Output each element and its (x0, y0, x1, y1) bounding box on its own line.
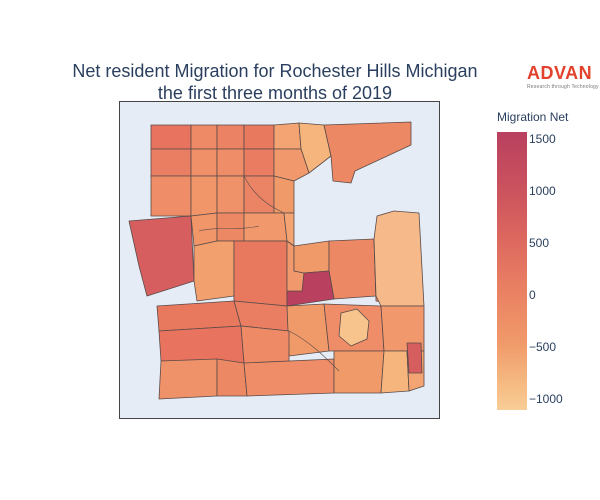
region-tract (243, 212, 288, 242)
region-tract (190, 124, 218, 150)
colorbar-gradient (497, 132, 527, 410)
region-tract (190, 148, 218, 177)
region-tract (158, 325, 245, 364)
region-tract (333, 350, 385, 394)
region-tract (293, 240, 330, 274)
region-tract (216, 358, 248, 397)
region-tract (193, 240, 235, 302)
region-tract (158, 358, 218, 400)
region-tract (323, 121, 412, 184)
chart-title: Net resident Migration for Rochester Hil… (40, 60, 510, 104)
region-tract (216, 175, 245, 214)
colorbar-title: Migration Net (497, 110, 569, 124)
colorbar-tick: −500 (529, 340, 557, 354)
region-tract (273, 175, 295, 214)
colorbar-tick: 500 (529, 236, 550, 250)
logo-wordmark: ADVAN (527, 63, 593, 83)
region-tract (128, 215, 195, 297)
chart-title-line-1: Net resident Migration for Rochester Hil… (72, 61, 478, 81)
region-tract (273, 148, 310, 182)
logo-tagline: Research through Technology (527, 84, 599, 90)
region-tract (190, 175, 218, 217)
river-line (198, 225, 260, 232)
region-tract (190, 212, 218, 247)
region-tract (240, 325, 290, 364)
region-tract (150, 124, 192, 150)
region-tract (243, 124, 275, 150)
region-tract (150, 175, 192, 217)
colorbar-tick: −1000 (529, 392, 563, 406)
river-line (243, 175, 285, 214)
region-tract (233, 240, 288, 307)
chart-title-line-2: the first three months of 2019 (157, 83, 393, 103)
region-tract (243, 175, 275, 214)
river-line (288, 330, 340, 372)
region-tract (380, 350, 410, 394)
region-tract (243, 148, 275, 177)
advan-logo: ADVAN Research through Technology (527, 64, 599, 90)
region-tract (338, 308, 370, 347)
region-tract (216, 212, 245, 242)
region-tract (406, 342, 423, 374)
region-tract (243, 358, 335, 397)
colorbar-tick: 1000 (529, 184, 556, 198)
colorbar-tick: 1500 (529, 132, 556, 146)
region-tract (373, 210, 425, 307)
region-tract (328, 238, 377, 300)
colorbar-tick: 0 (529, 288, 536, 302)
region-tract (286, 303, 330, 357)
region-tract (216, 124, 245, 150)
choropleth-map[interactable] (119, 101, 440, 419)
region-tract (298, 122, 332, 174)
region-tract (150, 148, 192, 177)
region-tract (216, 148, 245, 177)
region-tract (273, 122, 302, 150)
